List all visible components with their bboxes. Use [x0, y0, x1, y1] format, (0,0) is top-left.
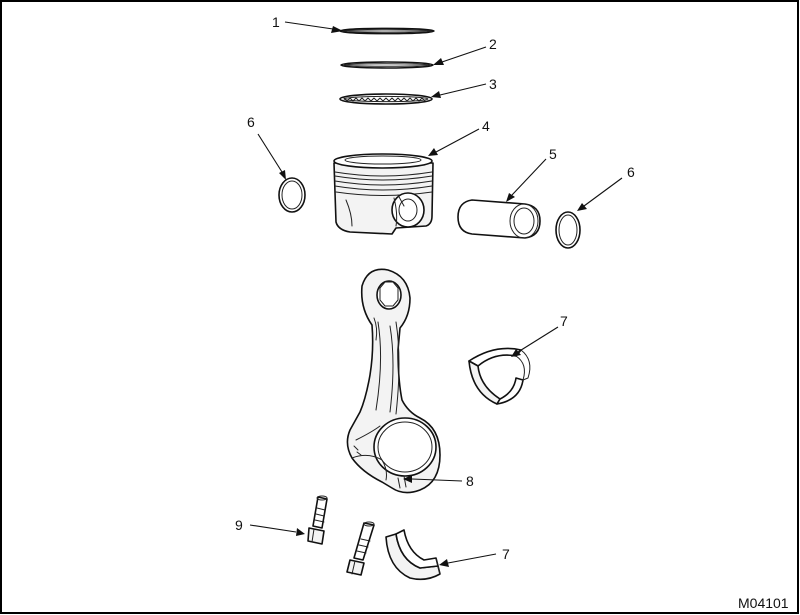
callout-5: 5 [549, 146, 557, 162]
callout-3: 3 [489, 76, 497, 92]
callout-9: 9 [235, 517, 243, 533]
snap-ring-6-left [278, 177, 306, 213]
bolt-9-right [346, 521, 375, 576]
piston-4 [333, 153, 434, 235]
callout-1: 1 [272, 14, 280, 30]
bearing-shell-7-upper [468, 347, 531, 405]
callout-6-right: 6 [627, 164, 635, 180]
callout-7-upper: 7 [560, 313, 568, 329]
callout-8: 8 [466, 473, 474, 489]
leader-lines [249, 21, 623, 567]
bearing-shell-7-lower [385, 529, 441, 581]
callout-7-lower: 7 [502, 546, 510, 562]
piston-ring-2 [340, 61, 434, 69]
piston-ring-1 [339, 27, 435, 35]
connecting-rod-8 [346, 268, 441, 494]
callout-2: 2 [489, 36, 497, 52]
piston-pin-5 [457, 199, 541, 239]
oil-control-ring-3 [339, 93, 433, 105]
bolt-9-left [307, 495, 328, 545]
callout-4: 4 [482, 118, 490, 134]
figure-id: M04101 [738, 595, 789, 611]
callout-6-left: 6 [247, 114, 255, 130]
snap-ring-6-right [555, 211, 581, 249]
